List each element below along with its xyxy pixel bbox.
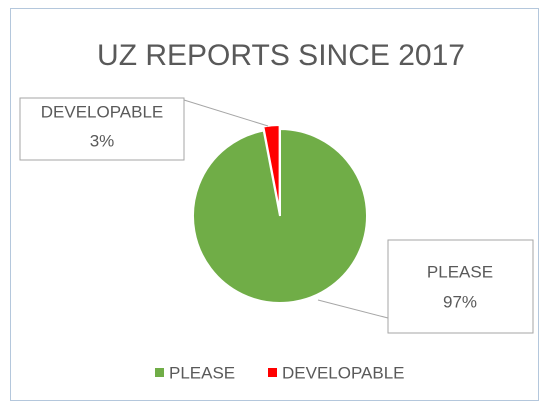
callout-leader — [317, 299, 389, 319]
legend-label: PLEASE — [169, 363, 235, 382]
callout-value: 3% — [90, 131, 115, 150]
legend-swatch — [268, 368, 277, 377]
callout-value: 97% — [443, 292, 477, 311]
chart-title: UZ REPORTS SINCE 2017 — [97, 39, 465, 72]
pie-slice — [262, 124, 281, 213]
callout-box — [19, 97, 185, 161]
legend-swatch — [155, 368, 164, 377]
callout-leader — [183, 99, 269, 127]
legend-label: DEVELOPABLE — [282, 363, 405, 382]
callout-category: PLEASE — [427, 262, 493, 281]
callout-category: DEVELOPABLE — [41, 102, 164, 121]
callout-box — [387, 239, 534, 334]
pie-slice — [192, 127, 368, 304]
